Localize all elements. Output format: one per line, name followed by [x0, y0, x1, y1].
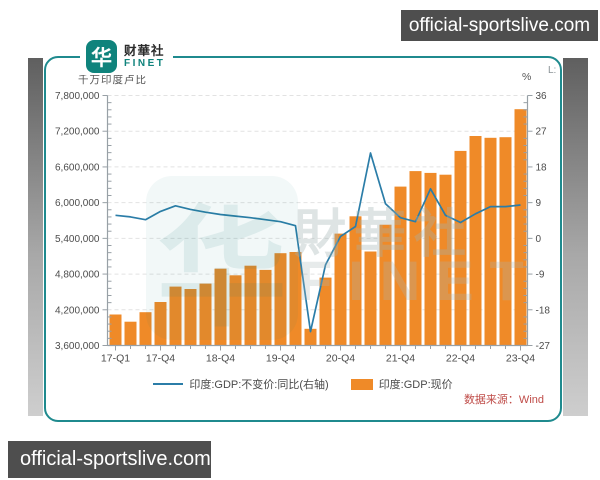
x-axis-ticks: 17-Q1 17-Q4 18-Q4 19-Q4 20-Q4 21-Q4 22-Q4 23-Q4 [101, 345, 535, 365]
gdp-bar [229, 275, 242, 346]
legend-line-marker-icon [153, 383, 184, 385]
left-tick-label: 6,600,000 [55, 162, 100, 173]
left-tick-label: 4,800,000 [55, 270, 100, 281]
gdp-bar [199, 283, 212, 346]
gdp-bar [394, 186, 407, 346]
gdp-bar [244, 265, 257, 346]
right-tick-label: 0 [536, 234, 542, 245]
x-tick-label: 20-Q4 [326, 353, 355, 365]
finet-logo-glyph: 华 [91, 46, 112, 70]
right-tick-label: -27 [536, 341, 551, 352]
right-tick-label: -18 [536, 305, 551, 316]
left-tick-label: 4,200,000 [55, 305, 100, 316]
gdp-bar [109, 314, 122, 346]
gdp-bar [289, 252, 302, 346]
gdp-bar [454, 150, 467, 346]
right-axis-unit: % [522, 71, 532, 83]
gdp-bar [514, 109, 527, 346]
watermark-artifact-text: L: [548, 65, 557, 76]
x-tick-label: 22-Q4 [446, 353, 475, 365]
gdp-bar [379, 224, 392, 346]
finet-logo-icon: 华 [86, 40, 117, 73]
x-tick-label: 19-Q4 [266, 353, 295, 365]
gdp-bar [409, 171, 422, 346]
gdp-bar [304, 328, 317, 346]
watermark-badge-top: official-sportslive.com [401, 10, 598, 41]
gdp-bar [319, 277, 332, 346]
left-axis-title: 千万印度卢比 [78, 74, 147, 86]
gdp-bar [469, 136, 482, 346]
legend-item-yoy-line[interactable]: 印度:GDP:不变价:同比(右轴) [153, 376, 329, 392]
card-shadow-strip-right [563, 58, 588, 416]
watermark-badge-top-text: official-sportslive.com [408, 14, 591, 36]
gdp-bar [424, 172, 437, 346]
card-shadow-strip-left [28, 58, 43, 416]
watermark-badge-bottom-text: official-sportslive.com [20, 448, 211, 470]
legend-bar-label: 印度:GDP:现价 [378, 379, 453, 391]
gdp-bar [139, 312, 152, 346]
gdp-bar [274, 253, 287, 346]
left-tick-label: 7,800,000 [55, 91, 100, 102]
left-tick-label: 6,000,000 [55, 198, 100, 209]
gdp-yoy-line [115, 152, 521, 333]
gdp-bar [184, 289, 197, 346]
finet-logo: 华 财華社 FINET [80, 38, 174, 75]
x-tick-label: 21-Q4 [386, 353, 415, 365]
brand-name-en: FINET [124, 58, 166, 69]
watermark-badge-bottom: official-sportslive.com [8, 441, 211, 478]
right-tick-label: 18 [536, 162, 548, 173]
gdp-bar [124, 321, 137, 346]
gdp-chart-plot: 3,600,000 4,200,000 4,800,000 5,400,000 6,00… [55, 91, 551, 365]
chart-legend: 印度:GDP:不变价:同比(右轴) 印度:GDP:现价 [46, 376, 560, 392]
axes [106, 95, 529, 347]
right-axis-ticks: -27 -18 -9 0 9 18 27 36 [523, 91, 551, 352]
right-tick-label: 36 [536, 91, 548, 102]
right-tick-label: 9 [536, 198, 542, 209]
x-tick-label: 17-Q4 [146, 353, 175, 365]
left-tick-label: 3,600,000 [55, 341, 100, 352]
legend-item-gdp-bar[interactable]: 印度:GDP:现价 [350, 376, 453, 392]
gdp-bar [349, 216, 362, 346]
x-tick-label: 23-Q4 [506, 353, 535, 365]
right-tick-label: 27 [536, 127, 548, 138]
left-tick-label: 5,400,000 [55, 234, 100, 245]
x-tick-label: 18-Q4 [206, 353, 235, 365]
gdp-bar [169, 286, 182, 346]
gdp-bar [364, 251, 377, 346]
legend-line-label: 印度:GDP:不变价:同比(右轴) [189, 379, 329, 391]
brand-name-cn: 财華社 [124, 44, 165, 58]
x-tick-label: 17-Q1 [101, 353, 130, 365]
gdp-bar [214, 268, 227, 346]
chart-card: 千万印度卢比 % L: 3,600,000 4,200,000 4,800,000 5… [44, 56, 562, 422]
gdp-bar [154, 302, 167, 346]
gdp-bar [259, 269, 272, 346]
gdp-bar [334, 233, 347, 346]
right-tick-label: -9 [536, 270, 545, 281]
data-source-label: 数据来源：Wind [463, 394, 544, 406]
left-tick-label: 7,200,000 [55, 127, 100, 138]
gdp-bar [439, 174, 452, 346]
gdp-bar [484, 137, 497, 346]
gdp-bar [499, 137, 512, 346]
legend-bar-swatch-icon [350, 378, 373, 390]
left-axis-ticks: 3,600,000 4,200,000 4,800,000 5,400,000 6,00… [55, 91, 112, 352]
finet-logo-text: 财華社 FINET [124, 40, 165, 70]
